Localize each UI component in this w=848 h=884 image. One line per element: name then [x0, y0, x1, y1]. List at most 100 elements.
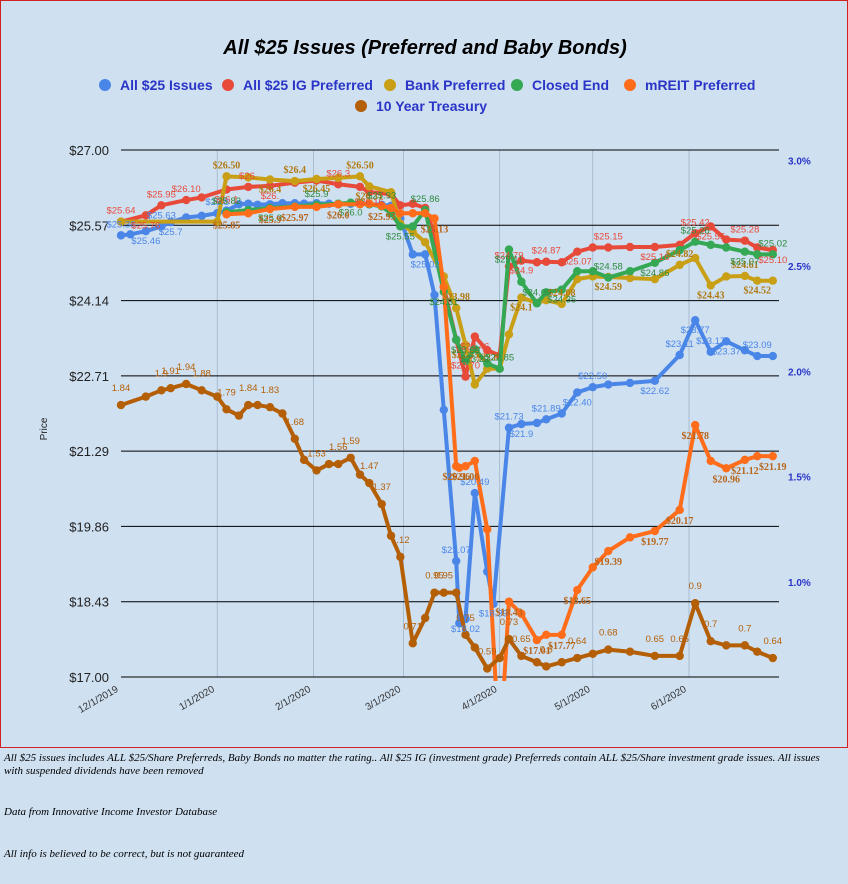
x-tick-label: 4/1/2020 — [460, 684, 500, 713]
data-label: 1.94 — [177, 362, 196, 373]
data-point — [166, 384, 175, 393]
data-point — [312, 466, 321, 475]
data-label: $22.85 — [485, 353, 514, 364]
data-label: 1.12 — [391, 535, 410, 546]
data-label: 0.95 — [425, 571, 444, 582]
y-axis-right: 3.0% 2.5% 2.0% 1.5% 1.0% — [788, 157, 811, 590]
x-tick-label: 6/1/2020 — [649, 684, 689, 713]
data-label: $24.86 — [640, 268, 669, 279]
data-label: 1.59 — [341, 436, 360, 447]
data-point — [690, 316, 700, 325]
data-point — [588, 267, 597, 276]
data-point — [557, 630, 566, 640]
data-label: 1.84 — [239, 383, 258, 394]
data-label: 1.56 — [329, 442, 348, 453]
data-point — [768, 451, 777, 461]
data-point — [430, 290, 439, 300]
data-point — [690, 420, 700, 430]
data-point — [470, 332, 480, 341]
data-point — [420, 209, 430, 218]
data-point — [365, 199, 374, 208]
data-point — [504, 597, 514, 606]
legend-item: 10 Year Treasury — [355, 98, 487, 114]
data-point — [675, 245, 684, 255]
data-label: $25.10 — [758, 255, 787, 266]
data-label: 0.7 — [704, 619, 717, 630]
data-label: $25.38 — [106, 219, 135, 230]
data-point — [141, 226, 151, 236]
data-point — [141, 392, 151, 401]
y-tick-label: $18.43 — [69, 595, 109, 610]
data-point — [542, 630, 551, 640]
legend-marker — [511, 79, 523, 91]
data-point — [470, 456, 480, 466]
data-label: $23.00 — [451, 345, 480, 356]
data-label: $25.93 — [368, 212, 396, 223]
x-axis: 12/1/2019 1/1/2020 2/1/2020 3/1/2020 4/1/202… — [76, 684, 688, 716]
data-point — [706, 636, 715, 646]
data-point — [116, 231, 126, 240]
data-point — [244, 209, 253, 218]
legend-label: Bank Preferred — [405, 77, 505, 93]
data-point — [290, 202, 300, 212]
data-label: 1.91 — [161, 366, 180, 377]
legend-label: All $25 IG Preferred — [243, 77, 373, 93]
data-point — [244, 199, 253, 208]
data-point — [386, 187, 396, 197]
data-point — [542, 288, 551, 297]
data-point — [722, 235, 731, 244]
data-label: $24.31 — [429, 297, 458, 308]
data-point — [386, 203, 396, 213]
data-point — [740, 455, 750, 465]
data-label: 0.75 — [456, 613, 475, 624]
data-label: $25.11 — [495, 255, 523, 266]
data-point — [495, 364, 504, 373]
data-point — [253, 400, 262, 410]
y-tick-label: $17.00 — [69, 670, 109, 685]
data-point — [706, 456, 715, 466]
data-point — [504, 245, 514, 254]
data-point — [706, 222, 715, 231]
data-point — [265, 402, 275, 412]
data-point — [365, 478, 374, 488]
y-tick-label: $22.71 — [69, 369, 109, 384]
data-point — [604, 645, 613, 654]
data-label: 0.73 — [500, 617, 519, 628]
data-point — [690, 253, 700, 263]
data-label: 0.9 — [689, 581, 702, 592]
legend: All $25 Issues All $25 IG Preferred Bank P… — [99, 77, 755, 114]
data-point — [439, 588, 448, 597]
data-point — [650, 258, 660, 267]
y-tick-label: $24.14 — [69, 294, 109, 309]
data-label: 1.68 — [286, 417, 305, 428]
data-point — [439, 282, 448, 292]
data-point — [265, 181, 275, 191]
data-label: $25.76 — [131, 220, 160, 231]
legend-label: 10 Year Treasury — [376, 98, 487, 114]
data-point — [542, 257, 551, 266]
data-point — [573, 274, 582, 284]
data-point — [504, 634, 514, 644]
data-point — [420, 613, 430, 623]
data-point — [355, 200, 365, 209]
data-label: $24.52 — [744, 286, 772, 297]
data-label: $25.9 — [305, 189, 329, 200]
chart-svg: All $25 Issues (Preferred and Baby Bonds… — [39, 37, 811, 716]
data-label: $25.16 — [640, 252, 669, 263]
data-point — [355, 470, 365, 479]
data-label: 0.59 — [478, 647, 497, 658]
data-point — [312, 174, 321, 184]
legend-label: All $25 Issues — [120, 77, 213, 93]
data-point — [504, 423, 514, 432]
data-label: 0.71 — [404, 621, 423, 632]
data-label: $25.8 — [205, 197, 229, 208]
data-label: $26.31 — [356, 191, 384, 202]
data-label: $22.07 — [442, 545, 471, 556]
data-label: $25.85 — [213, 220, 241, 231]
data-label: $21.00 — [452, 472, 480, 483]
data-point — [625, 533, 635, 542]
data-point — [461, 372, 470, 381]
legend-item: Bank Preferred — [384, 77, 505, 93]
data-point — [722, 337, 731, 346]
data-point — [299, 455, 309, 465]
